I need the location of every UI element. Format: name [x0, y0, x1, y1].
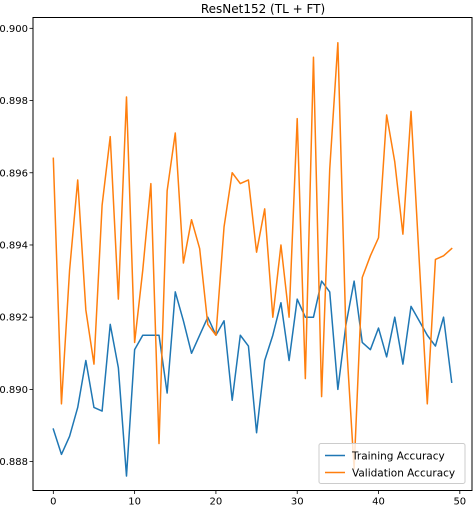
y-tick-label: 0.896 [0, 168, 28, 179]
x-tick-label: 0 [50, 497, 56, 508]
x-tick-label: 20 [210, 497, 223, 508]
series-line-training-accuracy [52, 280, 453, 477]
x-tick-label: 50 [453, 497, 466, 508]
x-tick-label: 40 [372, 497, 385, 508]
plot-frame [32, 17, 473, 491]
x-tick-label: 10 [128, 497, 141, 508]
series-layer [52, 42, 453, 477]
legend-label: Validation Accuracy [352, 468, 455, 480]
y-tick-label: 0.898 [0, 96, 28, 107]
legend-label: Training Accuracy [351, 451, 445, 463]
chart-title: ResNet152 (TL + FT) [201, 2, 325, 16]
legend: Training Accuracy Validation Accuracy [318, 443, 466, 484]
series-line-validation-accuracy [52, 42, 453, 470]
x-axis: 0 10 20 30 40 50 [50, 490, 466, 508]
y-tick-label: 0.892 [0, 313, 28, 324]
y-tick-label: 0.890 [0, 385, 28, 396]
y-tick-label: 0.894 [0, 240, 28, 251]
legend-box [318, 443, 466, 484]
y-tick-label: 0.888 [0, 457, 28, 468]
x-tick-label: 30 [291, 497, 304, 508]
y-tick-label: 0.900 [0, 24, 28, 35]
y-axis: 0.888 0.890 0.892 0.894 0.896 0.898 0.900 [0, 24, 33, 468]
